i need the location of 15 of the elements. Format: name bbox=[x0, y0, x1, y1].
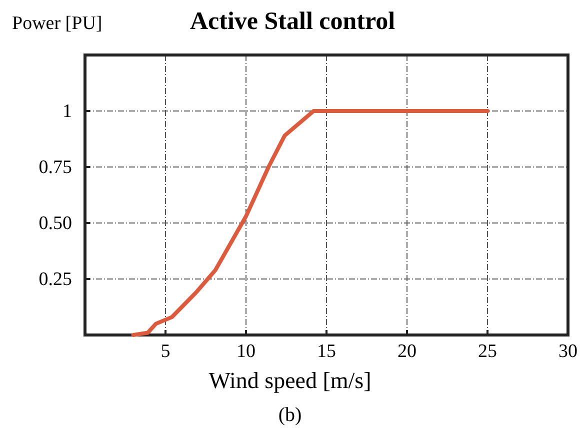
line-series bbox=[131, 109, 490, 337]
y-axis-title: Power [PU] bbox=[12, 13, 102, 34]
text: (b) bbox=[278, 404, 302, 426]
x-tick-label: 25 bbox=[478, 341, 497, 362]
y-tick-label: 0.25 bbox=[38, 269, 72, 290]
x-tick-label: 30 bbox=[558, 341, 578, 362]
y-tick-label: 0.50 bbox=[38, 213, 72, 234]
x-axis-title: Wind speed [m/s] bbox=[208, 368, 372, 393]
y-tick-label: 0.75 bbox=[38, 157, 72, 178]
y-tick-label: 1 bbox=[62, 101, 72, 122]
x-tick-label: 10 bbox=[236, 341, 256, 362]
x-tick-label: 15 bbox=[317, 341, 336, 362]
chart-title: Active Stall control bbox=[190, 8, 396, 35]
x-tick-label: 20 bbox=[398, 341, 416, 362]
x-tick-label: 5 bbox=[160, 341, 170, 362]
